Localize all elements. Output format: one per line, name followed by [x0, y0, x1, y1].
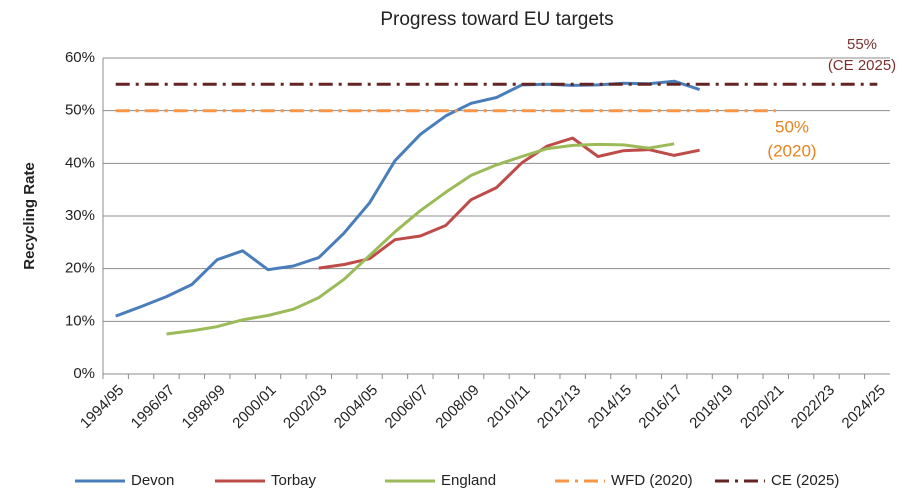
- y-tick-label: 0%: [73, 365, 95, 382]
- annotation: 55%: [847, 36, 877, 53]
- x-tick-label: 2012/13: [534, 382, 584, 432]
- x-tick-label: 2006/07: [382, 382, 432, 432]
- x-tick-label: 2014/15: [585, 382, 635, 432]
- x-tick-label: 2002/03: [280, 382, 330, 432]
- x-tick-label: 1996/97: [128, 382, 178, 432]
- line-series: [166, 142, 675, 336]
- x-tick-label: 1994/95: [77, 382, 127, 432]
- x-tick-label: 2004/05: [331, 382, 381, 432]
- annotation: (2020): [767, 141, 816, 160]
- y-tick-label: 40%: [65, 154, 95, 171]
- annotation: (CE 2025): [828, 57, 896, 74]
- y-axis-label: Recycling Rate: [21, 162, 38, 270]
- x-tick-label: 2024/25: [839, 382, 889, 432]
- y-tick-label: 20%: [65, 260, 95, 277]
- x-tick-label: 1998/99: [179, 382, 229, 432]
- legend-label: WFD (2020): [611, 472, 693, 489]
- x-tick-label: 2022/23: [788, 382, 838, 432]
- y-tick-label: 60%: [65, 49, 95, 66]
- legend-label: England: [441, 472, 496, 489]
- legend-label: CE (2025): [771, 472, 839, 489]
- y-tick-label: 10%: [65, 312, 95, 329]
- y-tick-label: 30%: [65, 207, 95, 224]
- x-tick-label: 2010/11: [484, 382, 534, 432]
- x-tick-label: 2016/17: [635, 382, 685, 432]
- x-tick-label: 2020/21: [737, 382, 787, 432]
- legend-label: Devon: [131, 472, 174, 489]
- legend-label: Torbay: [271, 472, 317, 489]
- line-series: [115, 79, 701, 318]
- x-tick-label: 2000/01: [229, 382, 279, 432]
- x-tick-label: 2008/09: [432, 382, 482, 432]
- chart-title: Progress toward EU targets: [380, 9, 613, 30]
- line-series: [318, 136, 700, 270]
- annotation: 50%: [775, 117, 809, 136]
- x-tick-label: 2018/19: [686, 382, 736, 432]
- y-tick-label: 50%: [65, 102, 95, 119]
